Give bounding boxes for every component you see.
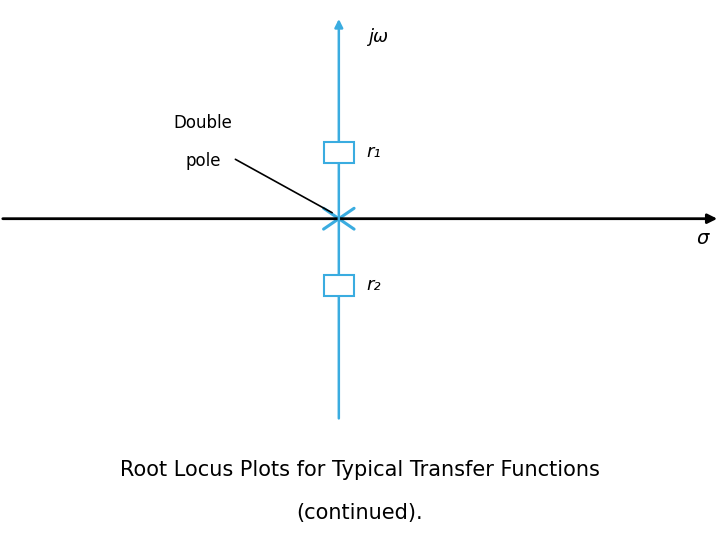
Text: r₁: r₁ bbox=[366, 143, 382, 161]
Text: (continued).: (continued). bbox=[297, 503, 423, 523]
Text: pole: pole bbox=[186, 152, 221, 170]
Text: jω: jω bbox=[369, 28, 389, 46]
Bar bbox=[323, 275, 354, 296]
Text: Root Locus Plots for Typical Transfer Functions: Root Locus Plots for Typical Transfer Fu… bbox=[120, 460, 600, 480]
Text: r₂: r₂ bbox=[366, 276, 382, 294]
Text: σ: σ bbox=[697, 230, 709, 248]
Bar bbox=[323, 142, 354, 163]
Text: Double: Double bbox=[174, 114, 233, 132]
